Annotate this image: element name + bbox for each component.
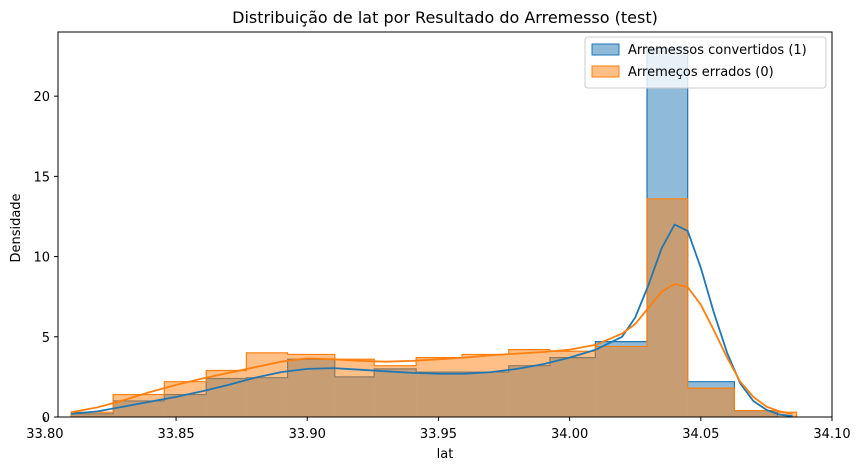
plot-area (70, 47, 798, 418)
y-axis-label: Densidade (9, 193, 24, 262)
x-tick-label-4: 34.00 (551, 427, 588, 442)
legend-label-errados: Arremeços errados (0) (628, 65, 774, 80)
hist-bar-s1-14 (687, 388, 735, 417)
hist-bar-s1-9 (462, 354, 509, 417)
legend: Arremessos convertidos (1) Arremeços err… (584, 36, 827, 89)
x-tick-label-6: 34.10 (813, 427, 850, 442)
hist-bar-s1-1 (113, 394, 165, 417)
hist-bar-s1-2 (164, 381, 207, 417)
hist-bar-s1-7 (374, 365, 417, 417)
hist-bar-s1-12 (595, 346, 648, 417)
legend-label-convertidos: Arremessos convertidos (1) (628, 43, 807, 58)
hist-bar-s1-5 (287, 354, 335, 417)
axes-frame (57, 31, 833, 418)
x-tick-label-2: 33.90 (289, 427, 326, 442)
hist-bar-s1-10 (508, 349, 550, 417)
chart-title: Distribuição de lat por Resultado do Arr… (232, 8, 658, 27)
axes: 33.80 33.85 33.90 33.95 34.00 34.05 34.10 0 5 10 1… (26, 31, 851, 442)
x-axis-label: lat (437, 447, 454, 462)
x-tick-label-5: 34.05 (682, 427, 719, 442)
x-tick-label-3: 33.95 (420, 427, 457, 442)
kde-line-s1 (70, 282, 793, 415)
y-tick-label-4: 20 (33, 90, 50, 105)
hist-bar-s1-13 (647, 198, 688, 417)
y-tick-label-0: 0 (42, 411, 50, 426)
y-tick-label-1: 5 (42, 331, 50, 346)
y-tick-label-3: 15 (33, 170, 50, 185)
y-tick-label-2: 10 (33, 251, 50, 266)
hist-bar-s1-0 (71, 412, 114, 417)
x-tick-label-1: 33.85 (157, 427, 194, 442)
hist-bar-s1-3 (206, 370, 247, 417)
x-tick-label-0: 33.80 (26, 427, 63, 442)
hist-outline-s1 (70, 198, 798, 417)
hist-bar-s1-11 (549, 351, 596, 417)
legend-frame (584, 36, 827, 89)
hist-bar-s1-4 (246, 352, 288, 417)
legend-swatch-convertidos (591, 43, 620, 56)
kde-line-s0 (71, 223, 793, 418)
hist-bar-s1-15 (734, 410, 778, 417)
legend-swatch-errados (591, 65, 620, 78)
hist-bar-s1-16 (777, 412, 797, 417)
hist-bar-s1-8 (416, 357, 463, 417)
